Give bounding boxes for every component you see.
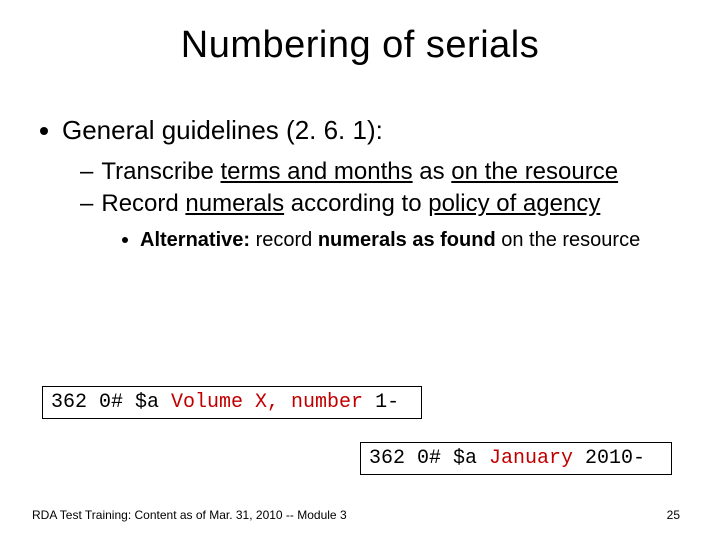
slide-title: Numbering of serials	[32, 24, 688, 67]
code1-plain2: 1-	[363, 391, 399, 414]
code2-red: January	[489, 447, 573, 470]
footer-left: RDA Test Training: Content as of Mar. 31…	[32, 508, 347, 522]
code1-red: Volume X, number	[171, 391, 363, 414]
l3-lead: Alternative:	[140, 229, 250, 251]
l2a-prefix: Transcribe	[101, 158, 220, 185]
bullet-dot-icon	[40, 127, 48, 135]
bullet-l1-text: General guidelines (2. 6. 1):	[62, 115, 383, 146]
code1-plain1: 362 0# $a	[51, 391, 171, 414]
dash-icon: –	[80, 190, 93, 218]
bullet-l2b-text: Record numerals according to policy of a…	[101, 190, 600, 218]
code2-plain2: 2010-	[573, 447, 645, 470]
bullet-l2a-text: Transcribe terms and months as on the re…	[101, 158, 618, 186]
l2b-u2: policy of agency	[428, 190, 600, 217]
l2b-prefix: Record	[101, 190, 185, 217]
l2a-u1: terms and months	[221, 158, 413, 185]
bullet-dot-small-icon	[122, 237, 128, 243]
marc-field-box-2: 362 0# $a January 2010-	[360, 442, 672, 475]
bullet-level3: Alternative: record numerals as found on…	[122, 228, 688, 253]
l3-tail: on the resource	[496, 229, 641, 251]
bullet-level2-a: – Transcribe terms and months as on the …	[80, 158, 688, 186]
l2a-u2: on the resource	[451, 158, 618, 185]
code2-plain1: 362 0# $a	[369, 447, 489, 470]
l3-bold2: numerals as found	[318, 229, 496, 251]
l2b-mid: according to	[284, 190, 428, 217]
l3-mid: record	[250, 229, 318, 251]
bullet-l3-text: Alternative: record numerals as found on…	[140, 228, 640, 253]
bullet-level2-b: – Record numerals according to policy of…	[80, 190, 688, 218]
page-number: 25	[667, 508, 680, 522]
slide: Numbering of serials General guidelines …	[0, 0, 720, 540]
bullet-level1: General guidelines (2. 6. 1):	[40, 115, 688, 146]
slide-content: General guidelines (2. 6. 1): – Transcri…	[32, 115, 688, 253]
marc-field-box-1: 362 0# $a Volume X, number 1-	[42, 386, 422, 419]
l2b-u1: numerals	[185, 190, 284, 217]
l2a-mid: as	[413, 158, 452, 185]
dash-icon: –	[80, 158, 93, 186]
